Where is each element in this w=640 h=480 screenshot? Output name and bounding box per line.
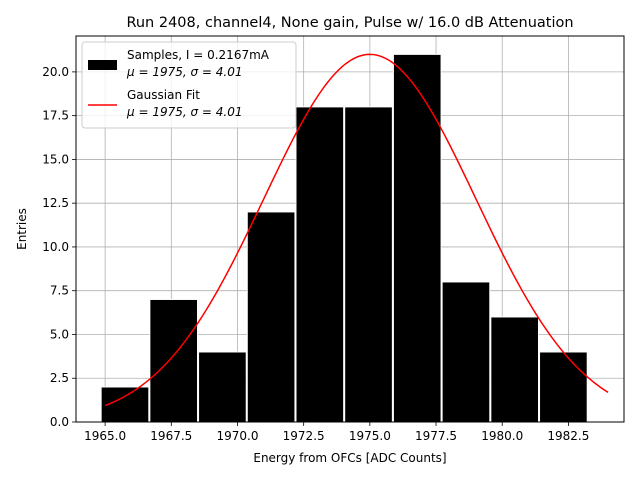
y-tick-label: 2.5 xyxy=(50,371,69,385)
legend-samples-swatch xyxy=(88,60,117,70)
histogram-bar xyxy=(392,53,442,423)
histogram-bar xyxy=(198,351,247,423)
y-tick-label: 10.0 xyxy=(42,240,69,254)
legend-samples-label: Samples, I = 0.2167mA xyxy=(127,48,270,62)
legend-box xyxy=(81,41,297,129)
histogram-bar xyxy=(490,316,539,423)
x-tick-label: 1972.5 xyxy=(283,429,325,443)
y-tick-label: 15.0 xyxy=(42,152,69,166)
histogram-bar xyxy=(344,106,393,423)
gaussian-fit-line xyxy=(104,53,609,407)
histogram-bar xyxy=(246,211,296,423)
plot-frame xyxy=(75,35,625,423)
histogram-bars xyxy=(100,53,588,423)
y-axis-label: Entries xyxy=(15,208,29,250)
histogram-bar xyxy=(295,106,345,423)
y-tick-label: 17.5 xyxy=(42,109,69,123)
x-tick-label: 1970.0 xyxy=(216,429,258,443)
x-axis-label: Energy from OFCs [ADC Counts] xyxy=(253,451,446,465)
y-tick-label: 5.0 xyxy=(50,327,69,341)
legend-samples-stats: μ = 1975, σ = 4.01 xyxy=(126,65,243,79)
histogram-bar xyxy=(441,281,491,423)
legend-fit-label: Gaussian Fit xyxy=(127,88,200,102)
legend-fit-stats: μ = 1975, σ = 4.01 xyxy=(126,105,243,119)
x-tick-label: 1980.0 xyxy=(481,429,523,443)
x-tick-label: 1982.5 xyxy=(547,429,589,443)
x-axis-ticks: 1965.0 1967.5 1970.0 1972.5 1975.0 1977.5 1980… xyxy=(84,422,589,443)
y-tick-label: 20.0 xyxy=(42,65,69,79)
x-tick-label: 1975.0 xyxy=(349,429,391,443)
x-tick-label: 1965.0 xyxy=(84,429,126,443)
histogram-bar xyxy=(539,351,588,423)
legend: Samples, I = 0.2167mA μ = 1975, σ = 4.01… xyxy=(81,41,297,129)
x-tick-label: 1967.5 xyxy=(150,429,192,443)
y-tick-label: 7.5 xyxy=(50,284,69,298)
y-tick-label: 0.0 xyxy=(50,415,69,429)
chart-title: Run 2408, channel4, None gain, Pulse w/ … xyxy=(126,15,573,31)
x-tick-label: 1977.5 xyxy=(415,429,457,443)
histogram-bar xyxy=(149,298,199,423)
y-axis-ticks: 0.0 2.5 5.0 7.5 10.0 12.5 15.0 17.5 20.0 xyxy=(42,65,76,429)
y-tick-label: 12.5 xyxy=(42,196,69,210)
